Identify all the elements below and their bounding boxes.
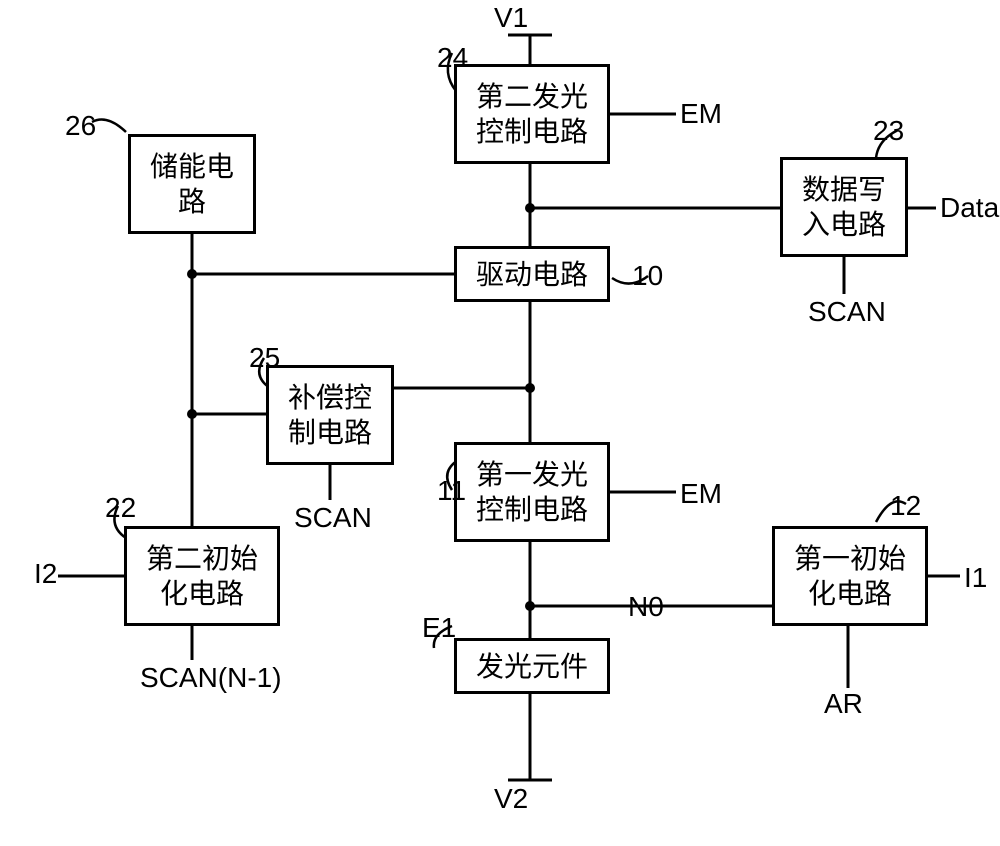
io-label-AR: AR xyxy=(824,688,863,720)
io-label-EM_top: EM xyxy=(680,98,722,130)
ref-label-block24: 24 xyxy=(437,42,468,74)
ref-label-block26: 26 xyxy=(65,110,96,142)
block-block22: 第二初始 化电路 xyxy=(124,526,280,626)
block-block24: 第二发光 控制电路 xyxy=(454,64,610,164)
circuit-block-diagram: 第二发光 控制电路24 数据写 入电路 23 储能电 路 26 驱动电路 10 补偿控 制电路… xyxy=(0,0,1000,846)
io-label-I2: I2 xyxy=(34,558,57,590)
junction-j-25-spine xyxy=(525,383,535,393)
block-blockE1: 发光元件 xyxy=(454,638,610,694)
junction-j-N0 xyxy=(525,601,535,611)
junction-j-26-bus xyxy=(187,269,197,279)
ref-label-block25: 25 xyxy=(249,342,280,374)
ref-label-blockE1: E1 xyxy=(422,612,456,644)
io-label-V2: V2 xyxy=(494,783,528,815)
block-block26: 储能电 路 xyxy=(128,134,256,234)
wire-26-to-bus xyxy=(192,234,454,274)
ref-label-block12: 12 xyxy=(890,490,921,522)
io-label-SCAN_25: SCAN xyxy=(294,502,372,534)
io-label-SCAN_N1: SCAN(N-1) xyxy=(140,662,282,694)
io-label-EM_bot: EM xyxy=(680,478,722,510)
ref-label-block10: 10 xyxy=(632,260,663,292)
block-block10: 驱动电路 xyxy=(454,246,610,302)
io-label-Data: Data xyxy=(940,192,999,224)
io-label-V1: V1 xyxy=(494,2,528,34)
ref-label-block23: 23 xyxy=(873,115,904,147)
io-label-SCAN_23: SCAN xyxy=(808,296,886,328)
io-label-I1: I1 xyxy=(964,562,987,594)
block-block23: 数据写 入电路 xyxy=(780,157,908,257)
block-block11: 第一发光 控制电路 xyxy=(454,442,610,542)
ref-label-block22: 22 xyxy=(105,492,136,524)
io-label-N0: N0 xyxy=(628,591,664,623)
junction-j-23-bus xyxy=(525,203,535,213)
callout-block26 xyxy=(92,120,126,132)
ref-label-block11: 11 xyxy=(437,475,466,507)
block-block25: 补偿控 制电路 xyxy=(266,365,394,465)
junction-j-25-bus xyxy=(187,409,197,419)
block-block12: 第一初始 化电路 xyxy=(772,526,928,626)
